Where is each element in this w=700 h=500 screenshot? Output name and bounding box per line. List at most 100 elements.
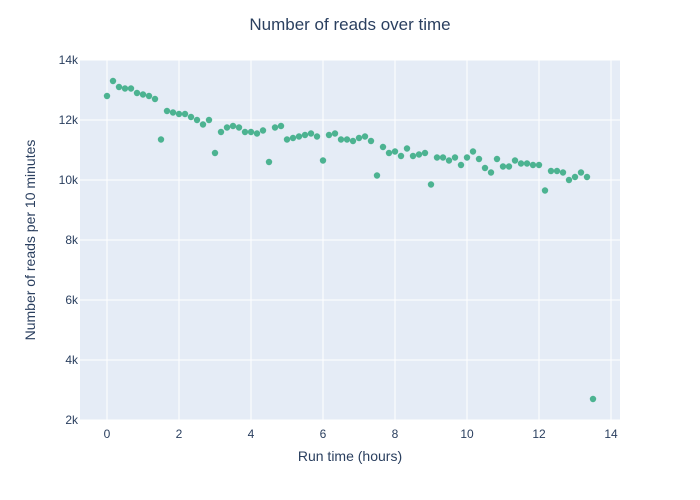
x-tick-label: 2 — [176, 427, 183, 441]
data-point — [433, 154, 441, 161]
data-point — [115, 83, 123, 91]
data-point — [211, 149, 219, 157]
data-point — [247, 128, 255, 136]
data-point — [229, 122, 237, 130]
data-point — [265, 158, 273, 166]
data-point — [385, 149, 393, 157]
data-point — [169, 109, 177, 116]
data-point — [415, 151, 423, 158]
data-point — [409, 152, 417, 160]
data-point — [181, 110, 189, 118]
y-tick-label: 10k — [59, 173, 79, 187]
x-tick-label: 14 — [604, 427, 618, 441]
data-point — [151, 95, 159, 103]
data-point — [547, 167, 555, 175]
data-point — [445, 157, 453, 164]
x-axis-ticks: 0 2 4 6 8 10 12 14 — [104, 427, 618, 441]
data-point — [541, 187, 549, 194]
data-point — [157, 136, 165, 143]
data-point — [481, 164, 489, 172]
data-point — [271, 124, 279, 131]
data-point — [139, 91, 147, 98]
data-point — [337, 136, 345, 143]
data-point — [577, 169, 585, 176]
y-tick-label: 4k — [65, 353, 79, 367]
data-point — [313, 133, 321, 140]
data-point — [331, 130, 339, 137]
x-tick-label: 6 — [320, 427, 327, 441]
y-tick-label: 12k — [59, 113, 79, 127]
data-point — [403, 145, 411, 152]
data-point — [187, 113, 195, 121]
data-point — [301, 131, 309, 139]
data-point — [295, 133, 303, 140]
data-point — [307, 130, 315, 137]
data-point — [259, 127, 267, 134]
x-tick-label: 0 — [104, 427, 111, 441]
data-point — [283, 136, 291, 143]
x-axis-title: Run time (hours) — [298, 448, 402, 464]
data-point — [361, 133, 369, 140]
data-point — [391, 148, 399, 155]
data-point — [583, 173, 591, 181]
data-point — [277, 122, 285, 130]
data-point — [193, 116, 201, 124]
data-point — [469, 148, 477, 155]
data-point — [145, 92, 153, 100]
y-axis-ticks: 2k 4k 6k 8k 10k 12k 14k — [59, 53, 79, 427]
chart-title: Number of reads over time — [249, 15, 450, 34]
x-tick-label: 8 — [392, 427, 399, 441]
data-point — [103, 92, 111, 100]
data-point — [217, 128, 225, 136]
data-point — [241, 128, 249, 136]
data-point — [427, 181, 435, 188]
data-point — [349, 137, 357, 145]
data-point — [343, 136, 351, 143]
data-point — [517, 160, 525, 167]
data-point — [397, 152, 405, 160]
data-point — [535, 161, 543, 169]
data-point — [505, 163, 513, 170]
data-point — [367, 137, 375, 145]
data-point — [163, 107, 171, 115]
data-points — [103, 77, 597, 403]
y-tick-label: 2k — [65, 413, 79, 427]
data-point — [499, 163, 507, 170]
data-point — [109, 77, 117, 85]
data-point — [373, 172, 381, 179]
y-tick-label: 6k — [65, 293, 79, 307]
data-point — [493, 155, 501, 163]
data-point — [319, 157, 327, 164]
data-point — [451, 154, 459, 161]
data-point — [571, 173, 579, 181]
data-point — [223, 124, 231, 131]
data-point — [199, 121, 207, 128]
data-point — [553, 167, 561, 175]
data-point — [511, 157, 519, 164]
y-axis-title: Number of reads per 10 minutes — [22, 140, 38, 341]
data-point — [589, 395, 597, 403]
data-point — [235, 124, 243, 131]
data-point — [421, 149, 429, 157]
x-tick-label: 12 — [532, 427, 546, 441]
data-point — [205, 116, 213, 124]
data-point — [559, 169, 567, 176]
x-tick-label: 4 — [248, 427, 255, 441]
data-point — [565, 176, 573, 184]
data-point — [175, 110, 183, 118]
data-point — [439, 154, 447, 161]
y-tick-label: 8k — [65, 233, 79, 247]
data-point — [289, 134, 297, 142]
x-tick-label: 10 — [460, 427, 474, 441]
y-tick-label: 14k — [59, 53, 79, 67]
data-point — [133, 89, 141, 97]
data-point — [529, 161, 537, 169]
data-point — [127, 85, 135, 92]
data-point — [121, 85, 129, 92]
data-point — [253, 130, 261, 137]
data-point — [355, 134, 363, 142]
data-point — [463, 154, 471, 161]
data-point — [325, 131, 333, 139]
data-point — [475, 155, 483, 163]
